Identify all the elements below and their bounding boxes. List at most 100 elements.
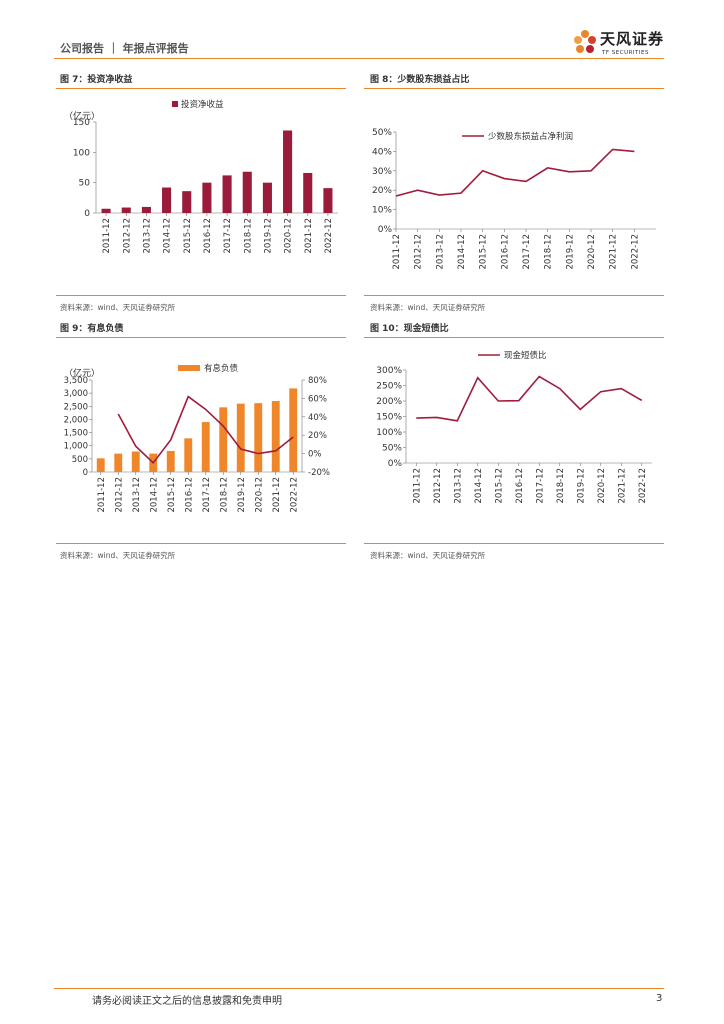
y-tick-label: 200%: [376, 397, 402, 407]
x-tick-label: 2012-12: [122, 218, 132, 254]
y-tick-label: 1,500: [64, 429, 88, 439]
y-tick-label: 50%: [382, 444, 402, 454]
y2-tick-label: -20%: [308, 468, 330, 478]
x-tick-label: 2013-12: [142, 218, 152, 254]
y-tick-label: 20%: [372, 186, 392, 196]
y-tick-label: 10%: [372, 206, 392, 216]
y2-tick-label: 20%: [308, 431, 327, 441]
y2-tick-label: 40%: [308, 413, 327, 423]
bar: [114, 453, 123, 472]
bar: [121, 207, 131, 213]
bar: [201, 422, 210, 472]
y-tick-label: 0%: [388, 459, 403, 469]
x-tick-label: 2012-12: [414, 234, 424, 270]
fig7-source: 资料来源：wind、天风证券研究所: [60, 303, 176, 312]
bar: [219, 407, 228, 472]
bar: [236, 403, 245, 472]
x-tick-label: 2019-12: [263, 218, 273, 254]
x-tick-label: 2021-12: [617, 468, 627, 504]
fig8-title: 图 8：少数股东损益占比: [370, 75, 470, 85]
y-tick-label: 0%: [378, 225, 393, 235]
x-tick-label: 2014-12: [457, 234, 467, 270]
y-axis-unit: （亿元）: [64, 367, 100, 379]
x-tick-label: 2018-12: [243, 218, 253, 254]
y-tick-label: 250%: [376, 382, 402, 392]
x-tick-label: 2021-12: [272, 477, 282, 513]
x-tick-label: 2017-12: [535, 468, 545, 504]
bar: [131, 451, 140, 472]
fig9-interest-bearing-debt-chart: （亿元） 0 500 1,000 1,500 2,000 2,500 3,000 3,500 -2…: [64, 363, 330, 513]
bar: [202, 182, 212, 213]
logo-text-en: TF SECURITIES: [602, 50, 649, 56]
legend-swatch: [172, 101, 178, 107]
x-tick-label: 2019-12: [565, 234, 575, 270]
x-tick-label: 2015-12: [479, 234, 489, 270]
y-tick-label: 150%: [376, 413, 402, 423]
y-tick-label: 3,000: [64, 389, 88, 399]
header-divider: [54, 58, 664, 59]
tf-securities-logo: 天风证券 TF SECURITIES: [570, 24, 670, 60]
fig8-source: 资料来源：wind、天风证券研究所: [370, 303, 486, 312]
bar: [182, 191, 192, 213]
x-tick-label: 2022-12: [630, 234, 640, 270]
x-tick-label: 2018-12: [544, 234, 554, 270]
x-tick-label: 2015-12: [494, 468, 504, 504]
x-tick-label: 2016-12: [184, 477, 194, 513]
bar: [303, 172, 313, 213]
x-tick-label: 2014-12: [163, 218, 173, 254]
y-tick-label: 100: [73, 148, 90, 158]
bar: [271, 401, 280, 472]
bar: [254, 403, 263, 472]
bar: [222, 175, 232, 213]
y2-tick-label: 60%: [308, 394, 327, 404]
fig9-title: 图 9：有息负债: [60, 324, 124, 334]
fig8-minority-interest-chart: 0% 10% 20% 30% 40% 50% 2011-12 2012-12 2013-12 20…: [372, 128, 656, 270]
fig7-bottom-rule: [56, 295, 346, 296]
bar: [283, 130, 293, 213]
x-tick-label: 2013-12: [435, 234, 445, 270]
fig8-title-rule: [364, 88, 664, 89]
x-tick-label: 2014-12: [149, 477, 159, 513]
y-tick-label: 50%: [372, 128, 392, 138]
x-tick-label: 2020-12: [254, 477, 264, 513]
legend-label: 有息负债: [204, 363, 239, 374]
x-tick-label: 2020-12: [284, 218, 294, 254]
growth-line: [117, 395, 294, 464]
x-tick-label: 2014-12: [474, 468, 484, 504]
fig9-bottom-rule: [56, 543, 346, 544]
bar: [141, 206, 151, 213]
y-tick-label: 40%: [372, 147, 392, 157]
report-header-title: 公司报告 ｜ 年报点评报告: [60, 42, 189, 55]
y-tick-label: 300%: [376, 366, 402, 376]
fig9-title-rule: [56, 337, 346, 338]
x-tick-label: 2017-12: [522, 234, 532, 270]
footer-divider: [54, 988, 664, 989]
x-tick-label: 2015-12: [183, 218, 193, 254]
flower-logo-icon: [574, 30, 596, 53]
bar: [96, 458, 105, 472]
fig7-title: 图 7：投资净收益: [60, 75, 133, 85]
y-tick-label: 0: [83, 468, 88, 478]
legend-swatch: [178, 365, 200, 371]
fig10-source: 资料来源：wind、天风证券研究所: [370, 551, 486, 560]
y-tick-label: 150: [73, 118, 90, 128]
x-tick-label: 2022-12: [289, 477, 299, 513]
bar: [323, 188, 333, 213]
bar: [184, 438, 193, 472]
x-tick-label: 2012-12: [114, 477, 124, 513]
page-number: 3: [656, 993, 663, 1004]
y-tick-label: 2,000: [64, 415, 88, 425]
bar: [101, 208, 111, 213]
series-line: [395, 148, 635, 197]
x-tick-label: 2019-12: [237, 477, 247, 513]
x-tick-label: 2016-12: [500, 234, 510, 270]
x-tick-label: 2017-12: [202, 477, 212, 513]
fig10-title-rule: [364, 337, 664, 338]
fig7-title-rule: [56, 88, 346, 89]
x-tick-label: 2013-12: [453, 468, 463, 504]
fig9-source: 资料来源：wind、天风证券研究所: [60, 551, 176, 560]
bar: [162, 187, 172, 213]
y-tick-label: 50: [79, 179, 91, 189]
x-tick-label: 2011-12: [392, 234, 402, 270]
x-tick-label: 2011-12: [412, 468, 422, 504]
